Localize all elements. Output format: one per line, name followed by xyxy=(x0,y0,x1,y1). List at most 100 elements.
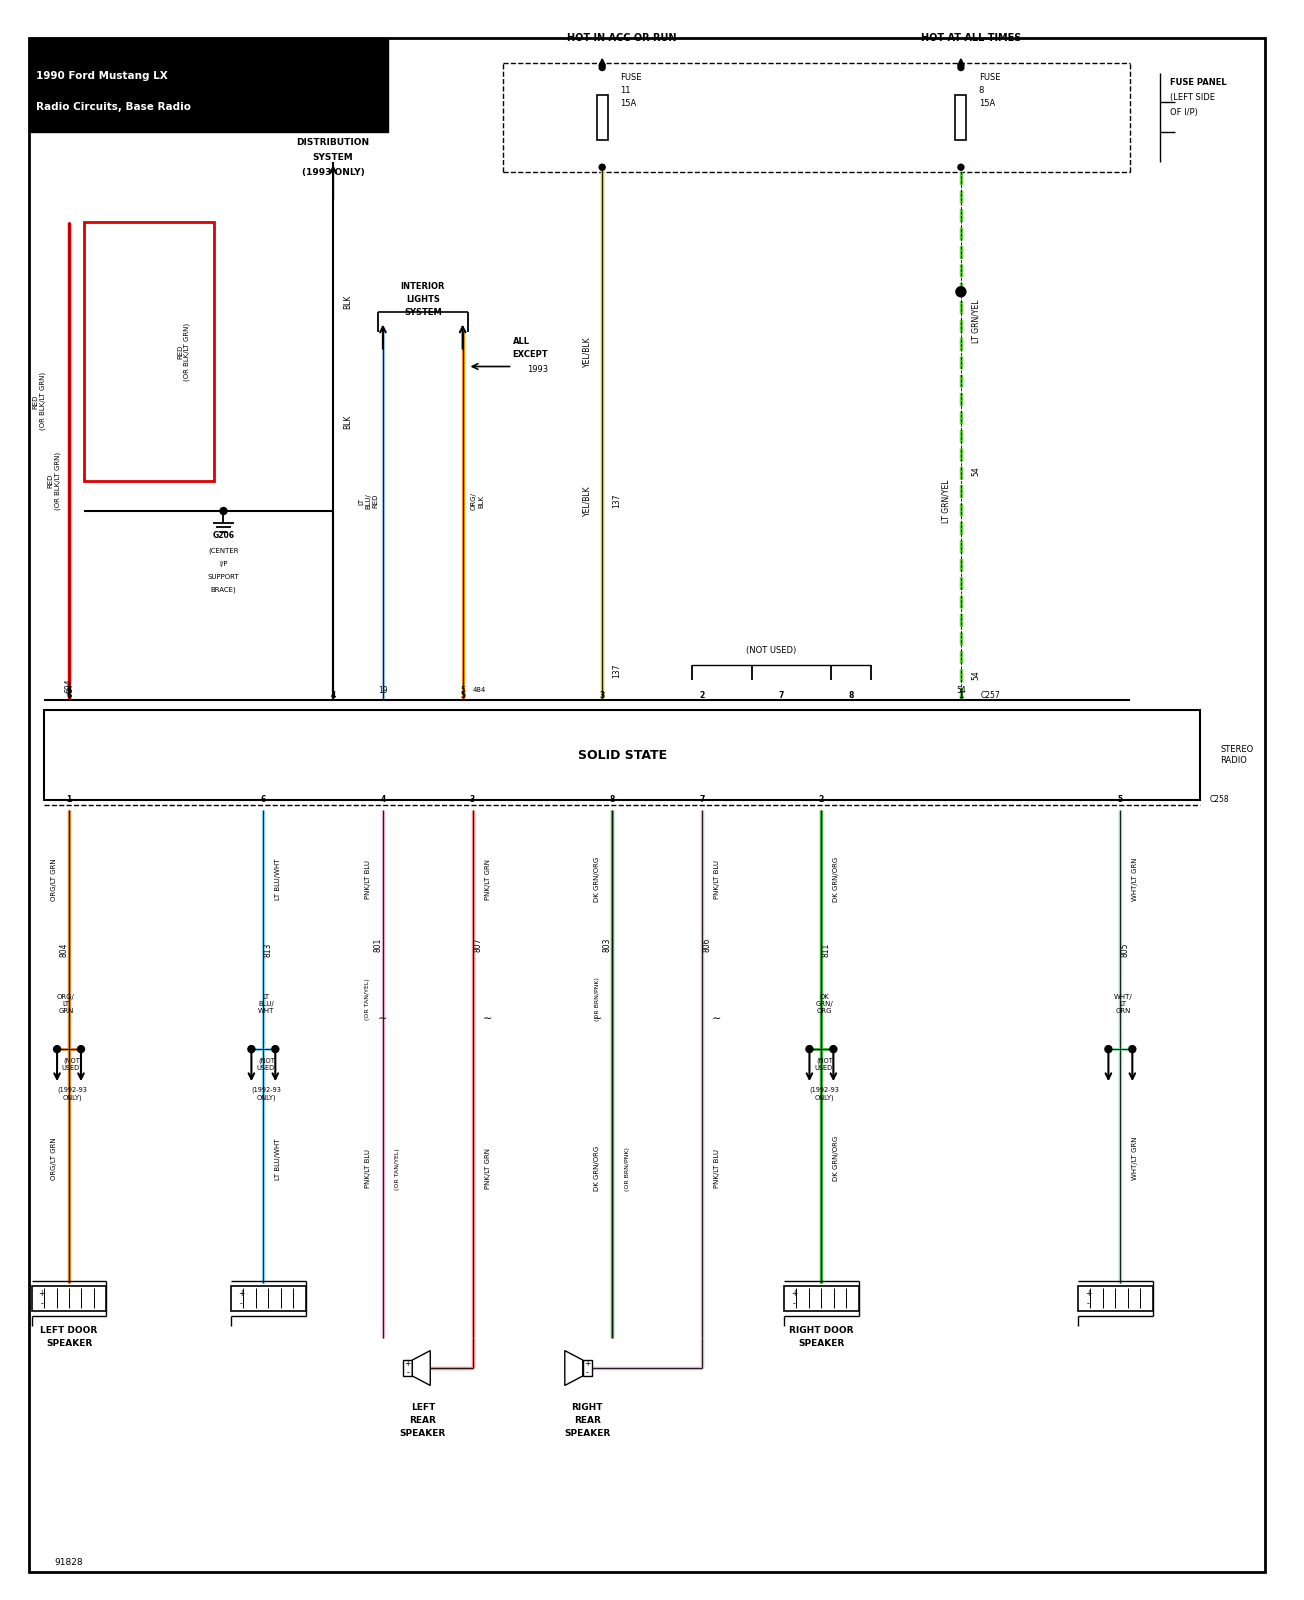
Text: EXCEPT: EXCEPT xyxy=(512,350,548,358)
Text: WHT/LT GRN: WHT/LT GRN xyxy=(1132,1138,1138,1181)
Text: DK GRN/ORG: DK GRN/ORG xyxy=(595,858,600,902)
Text: LT
BLU/
WHT: LT BLU/ WHT xyxy=(258,994,275,1014)
Text: (OR BRN/PNK): (OR BRN/PNK) xyxy=(595,978,600,1021)
Text: 803: 803 xyxy=(602,938,612,952)
Text: C258: C258 xyxy=(1210,795,1230,805)
Text: ORG/LT GRN: ORG/LT GRN xyxy=(51,859,57,901)
Circle shape xyxy=(958,64,964,70)
Circle shape xyxy=(53,1046,60,1053)
Text: PNK/LT BLU: PNK/LT BLU xyxy=(365,861,372,899)
Text: SPEAKER: SPEAKER xyxy=(399,1429,446,1438)
Text: FUSE: FUSE xyxy=(621,74,642,82)
Text: DK
GRN/
ORG: DK GRN/ ORG xyxy=(815,994,833,1014)
Text: +: + xyxy=(404,1358,411,1368)
Text: OF I/P): OF I/P) xyxy=(1170,107,1198,117)
Bar xyxy=(1078,1286,1153,1310)
Bar xyxy=(31,1286,107,1310)
Text: SOLID STATE: SOLID STATE xyxy=(578,749,666,762)
Text: 6: 6 xyxy=(67,686,72,694)
Circle shape xyxy=(248,1046,254,1053)
Text: REAR: REAR xyxy=(574,1416,601,1426)
Text: ∼: ∼ xyxy=(592,1014,602,1024)
Text: GROUND: GROUND xyxy=(310,123,356,131)
Text: 694: 694 xyxy=(64,678,73,693)
Text: 7: 7 xyxy=(778,691,784,699)
Text: +: + xyxy=(584,1358,591,1368)
Bar xyxy=(784,1286,859,1310)
Text: BLK: BLK xyxy=(343,294,352,309)
Text: ∼: ∼ xyxy=(378,1014,387,1024)
Text: PNK/LT BLU: PNK/LT BLU xyxy=(713,1149,720,1189)
Text: LIGHTS: LIGHTS xyxy=(406,296,439,304)
Circle shape xyxy=(271,1046,279,1053)
Text: 3: 3 xyxy=(469,795,475,805)
Text: DK GRN/ORG: DK GRN/ORG xyxy=(595,1146,600,1192)
Text: SPEAKER: SPEAKER xyxy=(565,1429,610,1438)
Text: LT BLU/WHT: LT BLU/WHT xyxy=(275,859,282,901)
Text: 5: 5 xyxy=(1118,795,1123,805)
Bar xyxy=(231,1286,305,1310)
Circle shape xyxy=(1104,1046,1112,1053)
Text: (NOT
USED): (NOT USED) xyxy=(814,1058,835,1070)
Text: 19: 19 xyxy=(378,686,387,694)
Text: (OR BRN/PNK): (OR BRN/PNK) xyxy=(625,1147,630,1190)
Text: ∼: ∼ xyxy=(712,1014,721,1024)
Circle shape xyxy=(599,64,605,70)
Text: 5: 5 xyxy=(460,691,466,699)
Text: 8: 8 xyxy=(849,691,854,699)
Circle shape xyxy=(806,1046,812,1053)
Text: 801: 801 xyxy=(373,938,382,952)
Text: ∼: ∼ xyxy=(482,1014,493,1024)
Text: -: - xyxy=(585,1368,588,1378)
Text: 137: 137 xyxy=(613,664,622,678)
Text: STEREO
RADIO: STEREO RADIO xyxy=(1221,746,1253,765)
Text: (1992-93
ONLY): (1992-93 ONLY) xyxy=(810,1086,840,1101)
Text: ORG/
BLK: ORG/ BLK xyxy=(471,493,484,510)
Text: SYSTEM: SYSTEM xyxy=(404,309,442,317)
Text: 1: 1 xyxy=(958,691,964,699)
Polygon shape xyxy=(412,1350,430,1386)
Text: (OR TAN/YEL): (OR TAN/YEL) xyxy=(395,1147,400,1189)
Circle shape xyxy=(77,1046,85,1053)
Bar xyxy=(83,222,214,482)
Text: (1992-93
ONLY): (1992-93 ONLY) xyxy=(57,1086,87,1101)
Text: DISTRIBUTION: DISTRIBUTION xyxy=(296,138,369,147)
Text: HOT AT ALL TIMES: HOT AT ALL TIMES xyxy=(921,32,1021,43)
Text: (NOT
USED): (NOT USED) xyxy=(61,1058,82,1070)
Text: YEL/BLK: YEL/BLK xyxy=(583,486,592,517)
Bar xyxy=(597,94,608,139)
Text: ORG/
LT
GRN: ORG/ LT GRN xyxy=(57,994,74,1014)
Text: 54: 54 xyxy=(971,670,981,680)
Text: WHT/
LT
GRN: WHT/ LT GRN xyxy=(1114,994,1133,1014)
Text: +: + xyxy=(38,1288,44,1298)
Polygon shape xyxy=(565,1350,583,1386)
Text: HOT IN ACC OR RUN: HOT IN ACC OR RUN xyxy=(567,32,677,43)
Text: (NOT
USED): (NOT USED) xyxy=(256,1058,276,1070)
Text: +: + xyxy=(790,1288,797,1298)
Text: PNK/LT BLU: PNK/LT BLU xyxy=(365,1149,372,1189)
Text: +: + xyxy=(1085,1288,1091,1298)
Text: LT GRN/YEL: LT GRN/YEL xyxy=(941,480,951,523)
Text: 6: 6 xyxy=(261,795,266,805)
Bar xyxy=(44,710,1200,800)
Text: FUSE PANEL: FUSE PANEL xyxy=(1170,78,1227,86)
Text: LEFT: LEFT xyxy=(411,1403,436,1413)
Text: 2: 2 xyxy=(819,795,824,805)
Text: 91828: 91828 xyxy=(53,1558,82,1566)
Text: 137: 137 xyxy=(613,494,622,509)
Text: 1990 Ford Mustang LX: 1990 Ford Mustang LX xyxy=(37,70,168,80)
Text: 4: 4 xyxy=(381,795,386,805)
Text: 6: 6 xyxy=(67,691,72,699)
Text: 15A: 15A xyxy=(979,99,995,107)
Text: -: - xyxy=(793,1299,795,1307)
Text: (CENTER: (CENTER xyxy=(209,547,239,554)
Text: I/P: I/P xyxy=(219,562,228,566)
Text: WHT/LT GRN: WHT/LT GRN xyxy=(1132,858,1138,901)
Text: G206: G206 xyxy=(213,531,235,541)
Text: RIGHT DOOR: RIGHT DOOR xyxy=(789,1326,854,1334)
Text: 54: 54 xyxy=(956,686,966,694)
Text: +: + xyxy=(237,1288,244,1298)
Text: PNK/LT BLU: PNK/LT BLU xyxy=(713,861,720,899)
Text: Radio Circuits, Base Radio: Radio Circuits, Base Radio xyxy=(37,102,192,112)
Text: BRACE): BRACE) xyxy=(211,587,236,594)
